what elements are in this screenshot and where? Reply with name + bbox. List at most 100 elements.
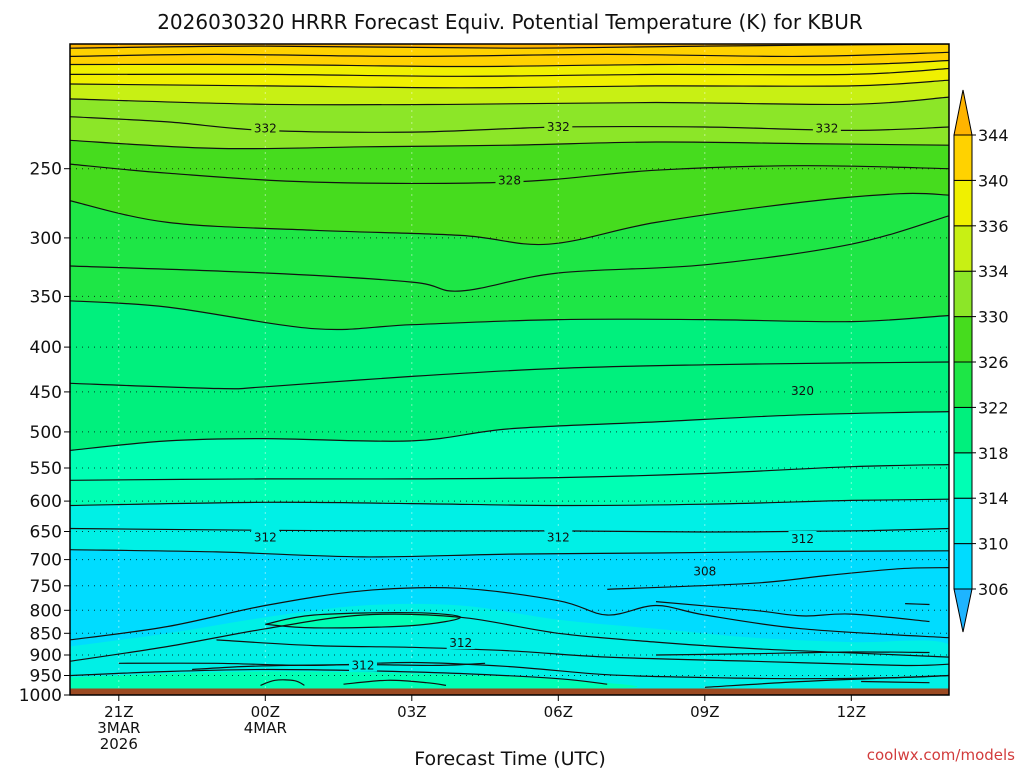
y-tick-label-250: 250: [30, 160, 62, 180]
colorbar-segment: [953, 543, 973, 590]
colorbar-extend-top: [953, 89, 973, 136]
contour-label-bg: [788, 383, 817, 397]
x-tick-label: 21Z: [104, 703, 133, 721]
colorbar: 306 310 314 318 322 326 330 334 336 340 344: [953, 89, 1009, 633]
plot-frame: [69, 43, 950, 696]
x-tick-label: 3MAR: [97, 719, 140, 737]
contour-label-312: 312: [446, 635, 475, 650]
colorbar-label-310: 310: [978, 535, 1009, 554]
credit-text: coolwx.com/models: [867, 746, 1015, 764]
colorbar-label-340: 340: [978, 171, 1009, 190]
contour-340: [70, 59, 949, 68]
contour-label-320: 320: [788, 383, 817, 398]
contour-label-312: 312: [349, 657, 377, 672]
colorbar-segment: [953, 452, 973, 499]
contour-314: [118, 661, 949, 680]
colorbar-label-344: 344: [978, 126, 1009, 145]
y-axis: 2503003504004505005506006507007508008509…: [19, 160, 70, 706]
contour-310: [655, 601, 930, 623]
contour-label-text: 320: [791, 384, 814, 398]
fill-pocket-1: [265, 612, 461, 628]
contour-310: [905, 603, 930, 606]
y-tick-label-350: 350: [30, 287, 62, 307]
contour-316: [70, 464, 949, 481]
contour-label-text: 332: [254, 122, 277, 136]
colorbar-label-326: 326: [978, 353, 1009, 372]
contour-310: [70, 549, 949, 558]
contour-label-text: 332: [815, 122, 838, 136]
y-tick-label-850: 850: [30, 624, 62, 644]
contour-label-text: 312: [449, 636, 472, 650]
contour-320: [70, 361, 949, 390]
y-tick-label-750: 750: [30, 577, 62, 597]
colorbar-segment: [953, 316, 973, 363]
contour-label-bg: [690, 563, 719, 578]
contour-310: [70, 586, 949, 641]
x-tick-label: 00Z: [251, 703, 280, 721]
contour-316: [861, 680, 930, 684]
colorbar-label-336: 336: [978, 217, 1009, 236]
colorbar-segment: [953, 497, 973, 545]
contour-label-332: 332: [251, 120, 280, 136]
contour-label-312: 312: [788, 531, 817, 546]
contour-label-332: 332: [812, 120, 841, 136]
y-tick-label-500: 500: [30, 423, 62, 443]
contour-label-bg: [251, 120, 280, 135]
contour-318: [260, 679, 305, 686]
contour-label-text: 328: [498, 174, 521, 188]
chart-title: 2026030320 HRRR Forecast Equiv. Potentia…: [157, 10, 863, 34]
x-tick-label: 12Z: [837, 703, 866, 721]
contour-326: [70, 192, 949, 246]
contour-label-text: 332: [547, 120, 570, 134]
contour-label-text: 312: [791, 532, 814, 546]
x-tick-label: 2026: [100, 735, 138, 753]
contour-312: [216, 639, 949, 667]
y-tick-label-800: 800: [30, 601, 62, 621]
y-tick-label-1000: 1000: [19, 686, 62, 706]
contour-label-text: 312: [352, 658, 375, 672]
colorbar-label-334: 334: [978, 262, 1009, 281]
x-axis-label: Forecast Time (UTC): [414, 748, 605, 768]
colorbar-label-322: 322: [978, 398, 1009, 417]
contour-344: [70, 44, 949, 49]
contour-322: [70, 300, 949, 331]
fill-pocket-2: [70, 671, 638, 690]
y-tick-label-900: 900: [30, 646, 62, 666]
contour-324: [70, 215, 949, 292]
contour-312: [70, 613, 949, 662]
contour-label-bg: [544, 119, 573, 133]
x-tick-label: 03Z: [397, 703, 426, 721]
contour-label-312: 312: [544, 529, 573, 544]
contour-label-text: 312: [547, 530, 570, 544]
contour-fills: [70, 44, 949, 695]
contour-314: [192, 662, 486, 671]
contour-label-bg: [788, 531, 817, 545]
colorbar-segment: [953, 361, 973, 408]
colorbar-segment: [953, 406, 973, 454]
contour-label-bg: [495, 172, 524, 187]
contour-308: [607, 567, 949, 590]
contour-338: [70, 67, 949, 77]
contour-330: [70, 139, 949, 150]
contour-318: [70, 411, 949, 451]
colorbar-label-330: 330: [978, 308, 1009, 327]
colorbar-segment: [953, 179, 973, 227]
contour-318: [343, 679, 447, 686]
x-tick-label: 4MAR: [244, 719, 287, 737]
contour-314: [70, 498, 949, 507]
y-tick-label-450: 450: [30, 383, 62, 403]
colorbar-label-318: 318: [978, 444, 1009, 463]
contour-label-bg: [349, 657, 377, 672]
y-tick-label-600: 600: [30, 492, 62, 512]
y-tick-label-700: 700: [30, 551, 62, 571]
contour-336: [70, 79, 949, 89]
contour-label-bg: [544, 529, 573, 544]
contour-342: [70, 51, 949, 58]
colorbar-segment: [953, 134, 973, 181]
colorbar-label-306: 306: [978, 580, 1009, 599]
contour-label-text: 312: [254, 530, 277, 544]
contour-labels: 332 332 332 328 320 312 312 312 308 312 312: [251, 119, 841, 672]
y-tick-label-300: 300: [30, 229, 62, 249]
colorbar-label-314: 314: [978, 489, 1009, 508]
